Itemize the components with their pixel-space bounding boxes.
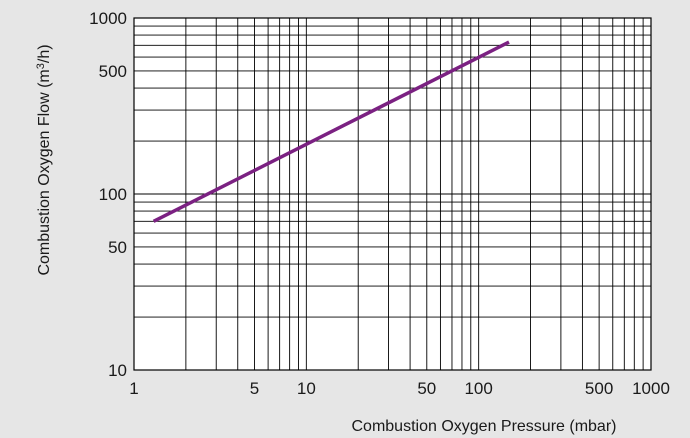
y-tick-label: 500 <box>99 62 127 81</box>
tick-labels: 1 5 10 50 100 500 1000 10 50 100 500 1000 <box>89 9 670 398</box>
x-tick-label: 50 <box>417 379 436 398</box>
x-tick-label: 10 <box>297 379 316 398</box>
x-tick-label: 5 <box>250 379 259 398</box>
grid <box>134 18 651 370</box>
series-line <box>152 40 510 223</box>
y-tick-label: 10 <box>108 361 127 380</box>
x-tick-label: 100 <box>464 379 492 398</box>
y-tick-label: 50 <box>108 238 127 257</box>
x-tick-label: 1 <box>129 379 138 398</box>
y-tick-label: 1000 <box>89 9 127 28</box>
x-tick-label: 500 <box>585 379 613 398</box>
x-tick-label: 1000 <box>632 379 670 398</box>
y-axis-title: Combustion Oxygen Flow (m3/h) <box>35 44 53 275</box>
series-layer <box>152 40 510 223</box>
x-axis-title: Combustion Oxygen Pressure (mbar) <box>352 418 617 435</box>
y-tick-label: 100 <box>99 185 127 204</box>
